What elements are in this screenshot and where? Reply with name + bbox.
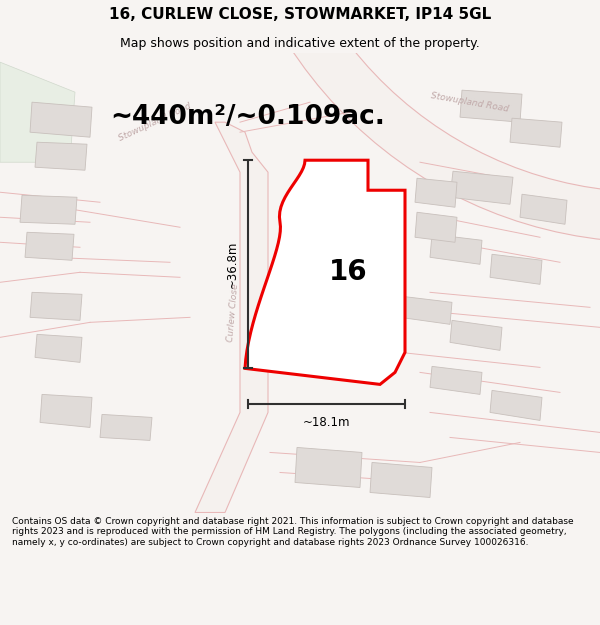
Text: Stowupland Road: Stowupland Road (117, 101, 193, 143)
Polygon shape (30, 102, 92, 138)
Polygon shape (20, 195, 77, 224)
Polygon shape (25, 232, 74, 260)
Polygon shape (40, 394, 92, 428)
Text: ~36.8m: ~36.8m (226, 241, 239, 288)
Polygon shape (520, 194, 567, 224)
Polygon shape (35, 334, 82, 362)
Polygon shape (100, 414, 152, 441)
Polygon shape (450, 321, 502, 351)
Polygon shape (195, 122, 268, 512)
Polygon shape (490, 254, 542, 284)
Text: Stowupland Road: Stowupland Road (430, 91, 509, 114)
Text: ~18.1m: ~18.1m (303, 416, 350, 429)
Text: Map shows position and indicative extent of the property.: Map shows position and indicative extent… (120, 37, 480, 50)
Polygon shape (295, 448, 362, 488)
Text: Contains OS data © Crown copyright and database right 2021. This information is : Contains OS data © Crown copyright and d… (12, 517, 574, 547)
Polygon shape (415, 178, 457, 208)
Text: 16: 16 (329, 258, 367, 286)
Polygon shape (415, 213, 457, 243)
Polygon shape (35, 142, 87, 170)
Polygon shape (370, 462, 432, 498)
Polygon shape (0, 62, 75, 162)
Text: ~440m²/~0.109ac.: ~440m²/~0.109ac. (110, 104, 385, 130)
Polygon shape (430, 234, 482, 264)
Polygon shape (510, 118, 562, 148)
Polygon shape (30, 292, 82, 321)
Text: 16, CURLEW CLOSE, STOWMARKET, IP14 5GL: 16, CURLEW CLOSE, STOWMARKET, IP14 5GL (109, 8, 491, 22)
Polygon shape (460, 90, 522, 122)
Polygon shape (450, 171, 513, 204)
Polygon shape (235, 0, 600, 242)
Polygon shape (490, 391, 542, 421)
Polygon shape (400, 296, 452, 324)
Polygon shape (245, 160, 405, 384)
Polygon shape (430, 366, 482, 394)
Text: Curlew Close: Curlew Close (226, 282, 240, 342)
